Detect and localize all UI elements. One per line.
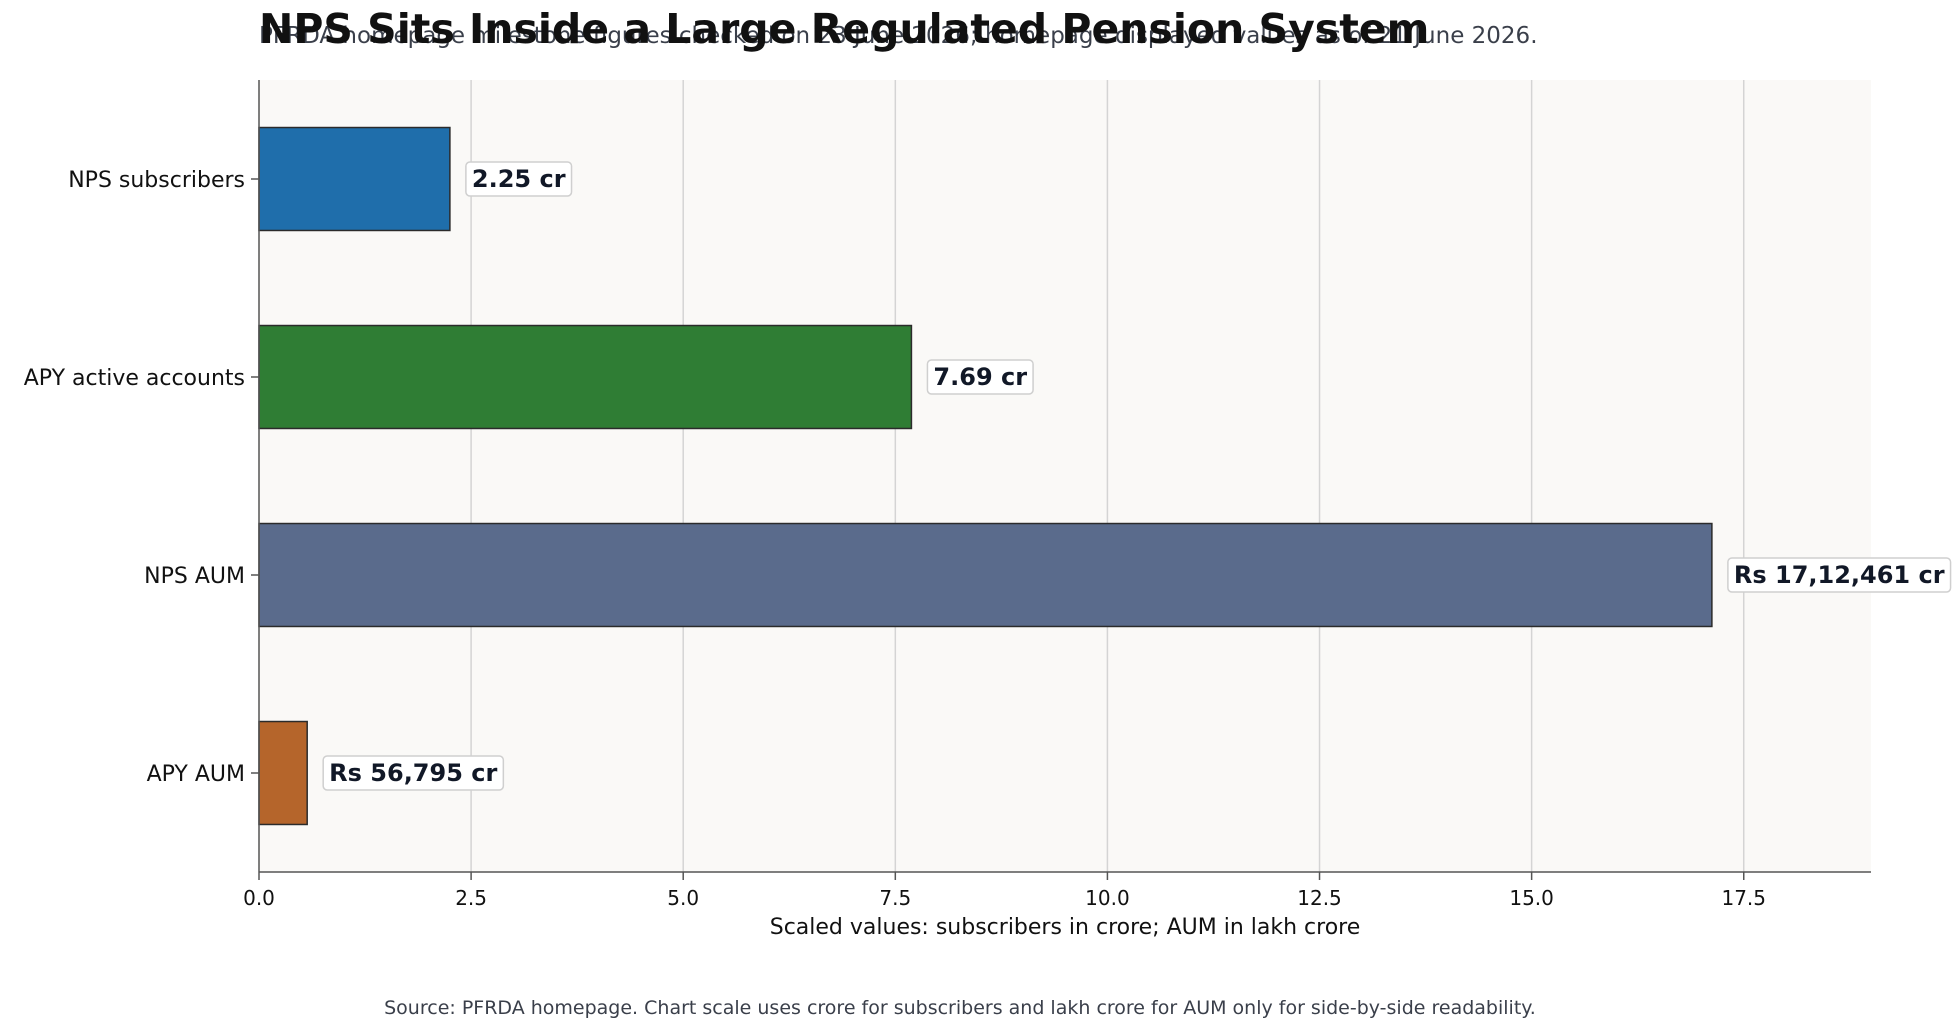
y-tick-label: APY AUM (147, 762, 245, 787)
chart-subtitle: PFRDA homepage milestone figures checked… (259, 23, 1538, 49)
x-tick-label: 0.0 (243, 886, 275, 910)
y-tick-label: APY active accounts (24, 366, 245, 391)
data-label-box (322, 755, 505, 791)
data-labels: 2.25 cr 7.69 cr Rs 17,12,461 cr Rs 56,795 c… (322, 161, 1952, 791)
bar (258, 324, 913, 430)
data-label: Rs 17,12,461 cr (1727, 557, 1952, 593)
y-tick-label: NPS subscribers (68, 168, 245, 193)
data-label: 2.25 cr (465, 161, 573, 197)
data-label-text: Rs 56,795 cr (329, 759, 497, 787)
data-label: Rs 56,795 cr (322, 755, 505, 791)
x-tick-label: 10.0 (1085, 886, 1130, 910)
source-note: Source: PFRDA homepage. Chart scale uses… (384, 997, 1536, 1019)
x-tick-label: 7.5 (879, 886, 911, 910)
plot-area (259, 80, 1871, 872)
data-label-box (1727, 557, 1952, 593)
bar (258, 522, 1713, 628)
chart-title: NPS Sits Inside a Large Regulated Pensio… (259, 5, 1429, 53)
bar (258, 126, 451, 232)
x-tick-label: 12.5 (1297, 886, 1342, 910)
x-tick-label: 2.5 (455, 886, 487, 910)
y-tick-label: NPS AUM (144, 564, 245, 589)
data-label-text: Rs 17,12,461 cr (1734, 561, 1945, 589)
data-label-text: 7.69 cr (933, 363, 1027, 391)
data-label-text: 2.25 cr (472, 165, 566, 193)
x-tick-label: 17.5 (1721, 886, 1766, 910)
bar (258, 720, 308, 826)
x-tick-label: 15.0 (1509, 886, 1554, 910)
data-label-box (465, 161, 573, 197)
data-label: 7.69 cr (926, 359, 1034, 395)
bars (258, 126, 1713, 826)
x-axis-label: Scaled values: subscribers in crore; AUM… (770, 915, 1361, 940)
x-axis-ticks: 0.0 2.5 5.0 7.5 10.0 12.5 15.0 17.5 (243, 872, 1766, 910)
data-label-box (926, 359, 1034, 395)
x-tick-label: 5.0 (667, 886, 699, 910)
grid-lines (470, 80, 1745, 872)
y-axis-ticks: NPS subscribers APY active accounts NPS AU… (24, 168, 259, 787)
